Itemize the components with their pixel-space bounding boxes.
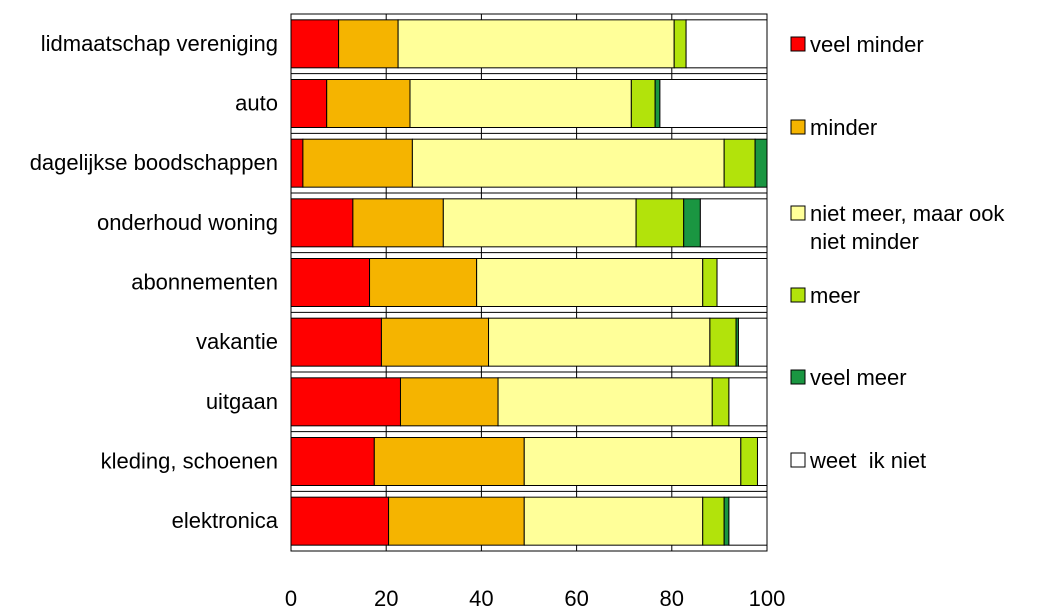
bar-dagelijkse-boodschappen-veel-meer — [754, 138, 768, 188]
bar-kleding-schoenen-veel-minder — [290, 437, 375, 486]
bar-elektronica-niet-meer-maar-ook-niet-minder — [523, 496, 704, 546]
category-label-elektronica: elektronica — [172, 508, 279, 533]
category-label-auto: auto — [235, 91, 278, 116]
bar-vakantie-weet-ik-niet — [737, 317, 768, 367]
legend-label-veel-meer: veel meer — [810, 365, 907, 390]
bar-uitgaan-meer — [711, 377, 730, 427]
bar-elektronica-veel-minder — [290, 496, 390, 546]
category-label-kleding-schoenen: kleding, schoenen — [101, 449, 278, 474]
bar-auto-veel-meer — [654, 79, 661, 128]
bar-dagelijkse-boodschappen-minder — [302, 138, 413, 188]
bar-onderhoud-woning-niet-meer-maar-ook-niet-minder — [442, 198, 637, 248]
bar-kleding-schoenen-weet-ik-niet — [756, 437, 768, 486]
x-tick-label-5: 100 — [749, 586, 786, 608]
category-label-abonnementen: abonnementen — [131, 270, 278, 295]
legend-label-minder: minder — [810, 115, 877, 140]
bar-elektronica-meer — [702, 496, 725, 546]
bar-onderhoud-woning-veel-minder — [290, 198, 354, 248]
bar-onderhoud-woning-weet-ik-niet — [699, 198, 768, 248]
bar-lidmaatschap-vereniging-weet-ik-niet — [685, 19, 768, 69]
legend-swatch-veel-meer — [790, 369, 806, 385]
bar-dagelijkse-boodschappen-meer — [723, 138, 756, 188]
legend: veel minder minder niet meer, maar ook niet… — [790, 32, 1005, 473]
x-tick-label-2: 40 — [469, 586, 493, 608]
x-tick-label-0: 0 — [285, 586, 297, 608]
bar-kleding-schoenen-niet-meer-maar-ook-niet-minder — [523, 437, 742, 486]
bar-lidmaatschap-vereniging-minder — [338, 19, 399, 69]
category-labels: lidmaatschap vereniging auto dagelijkse bo… — [30, 31, 279, 533]
bar-auto-veel-minder — [290, 79, 328, 128]
bar-auto-niet-meer-maar-ook-niet-minder — [409, 79, 632, 128]
bar-vakantie-minder — [380, 317, 490, 367]
category-label-vakantie: vakantie — [196, 329, 278, 354]
legend-swatch-veel-minder — [790, 36, 806, 52]
bar-dagelijkse-boodschappen-niet-meer-maar-ook-niet-minder — [411, 138, 725, 188]
legend-swatch-meer — [790, 287, 806, 303]
bar-vakantie-niet-meer-maar-ook-niet-minder — [488, 317, 711, 367]
bar-lidmaatschap-vereniging-meer — [673, 19, 687, 69]
bar-uitgaan-weet-ik-niet — [728, 377, 768, 427]
legend-swatch-weet-ik-niet — [790, 452, 806, 468]
x-tick-label-1: 20 — [374, 586, 398, 608]
bar-elektronica-veel-meer — [723, 496, 730, 546]
bar-auto-minder — [326, 79, 411, 128]
bar-abonnementen-veel-minder — [290, 258, 371, 307]
bar-elektronica-weet-ik-niet — [728, 496, 768, 546]
bar-onderhoud-woning-meer — [635, 198, 685, 248]
bar-lidmaatschap-vereniging-niet-meer-maar-ook-niet-minder — [397, 19, 675, 69]
category-label-onderhoud-woning: onderhoud woning — [97, 210, 278, 235]
legend-swatch-niet-meer-maar-ook-niet-minder — [790, 205, 806, 221]
legend-label-niet-meer-maar-ook-niet-minder: niet meer, maar ook niet minder — [810, 201, 1005, 254]
bar-uitgaan-veel-minder — [290, 377, 401, 427]
bars — [290, 19, 768, 546]
category-label-uitgaan: uitgaan — [206, 389, 278, 414]
bar-onderhoud-woning-minder — [352, 198, 444, 248]
bar-auto-weet-ik-niet — [659, 79, 768, 128]
category-label-lidmaatschap-vereniging: lidmaatschap vereniging — [41, 31, 278, 56]
legend-label-veel-minder: veel minder — [810, 32, 924, 57]
x-axis-tick-labels: 0 20 40 60 80 100 — [285, 586, 786, 611]
bar-uitgaan-minder — [399, 377, 499, 427]
legend-label-meer: meer — [810, 283, 860, 308]
bar-auto-meer — [630, 79, 656, 128]
bar-vakantie-meer — [709, 317, 737, 367]
bar-abonnementen-niet-meer-maar-ook-niet-minder — [476, 258, 704, 307]
bar-vakantie-veel-minder — [290, 317, 382, 367]
bar-elektronica-minder — [388, 496, 525, 546]
bar-onderhoud-woning-veel-meer — [683, 198, 701, 248]
x-tick-label-4: 80 — [660, 586, 684, 608]
bar-abonnementen-minder — [369, 258, 478, 307]
bar-uitgaan-niet-meer-maar-ook-niet-minder — [497, 377, 713, 427]
bar-lidmaatschap-vereniging-veel-minder — [290, 19, 340, 69]
legend-label-weet-ik-niet: weet ik niet — [809, 448, 926, 473]
bar-abonnementen-meer — [702, 258, 718, 307]
bar-kleding-schoenen-minder — [373, 437, 525, 486]
bar-kleding-schoenen-meer — [740, 437, 758, 486]
category-label-dagelijkse-boodschappen: dagelijkse boodschappen — [30, 150, 278, 175]
bar-dagelijkse-boodschappen-veel-minder — [290, 138, 304, 188]
legend-swatch-minder — [790, 119, 806, 135]
x-tick-label-3: 60 — [564, 586, 588, 608]
bar-abonnementen-weet-ik-niet — [716, 258, 768, 307]
